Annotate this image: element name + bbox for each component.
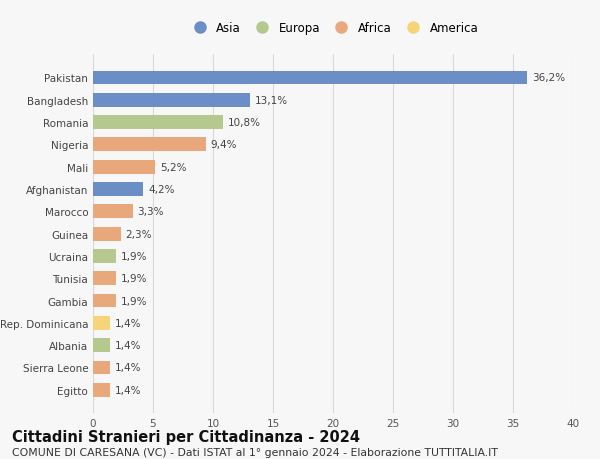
Bar bbox=[93, 227, 121, 241]
Text: 1,9%: 1,9% bbox=[121, 252, 147, 261]
Text: 2,3%: 2,3% bbox=[125, 229, 152, 239]
Bar bbox=[93, 205, 133, 219]
Bar bbox=[93, 138, 206, 152]
Bar bbox=[93, 71, 527, 85]
Bar bbox=[93, 361, 110, 375]
Text: 36,2%: 36,2% bbox=[532, 73, 565, 83]
Bar bbox=[93, 383, 110, 397]
Text: 1,9%: 1,9% bbox=[121, 274, 147, 284]
Text: 1,9%: 1,9% bbox=[121, 296, 147, 306]
Bar bbox=[93, 316, 110, 330]
Text: 1,4%: 1,4% bbox=[115, 341, 141, 350]
Bar bbox=[93, 249, 116, 263]
Text: COMUNE DI CARESANA (VC) - Dati ISTAT al 1° gennaio 2024 - Elaborazione TUTTITALI: COMUNE DI CARESANA (VC) - Dati ISTAT al … bbox=[12, 448, 498, 458]
Text: 1,4%: 1,4% bbox=[115, 318, 141, 328]
Text: 13,1%: 13,1% bbox=[255, 95, 288, 106]
Text: 4,2%: 4,2% bbox=[148, 185, 175, 195]
Text: 5,2%: 5,2% bbox=[160, 162, 187, 172]
Text: Cittadini Stranieri per Cittadinanza - 2024: Cittadini Stranieri per Cittadinanza - 2… bbox=[12, 429, 360, 444]
Bar bbox=[93, 160, 155, 174]
Bar bbox=[93, 272, 116, 285]
Bar bbox=[93, 183, 143, 196]
Text: 1,4%: 1,4% bbox=[115, 363, 141, 373]
Bar bbox=[93, 116, 223, 130]
Legend: Asia, Europa, Africa, America: Asia, Europa, Africa, America bbox=[185, 20, 481, 38]
Text: 1,4%: 1,4% bbox=[115, 385, 141, 395]
Bar bbox=[93, 294, 116, 308]
Text: 10,8%: 10,8% bbox=[227, 118, 260, 128]
Bar bbox=[93, 338, 110, 353]
Text: 9,4%: 9,4% bbox=[211, 140, 237, 150]
Bar bbox=[93, 94, 250, 107]
Text: 3,3%: 3,3% bbox=[137, 207, 164, 217]
